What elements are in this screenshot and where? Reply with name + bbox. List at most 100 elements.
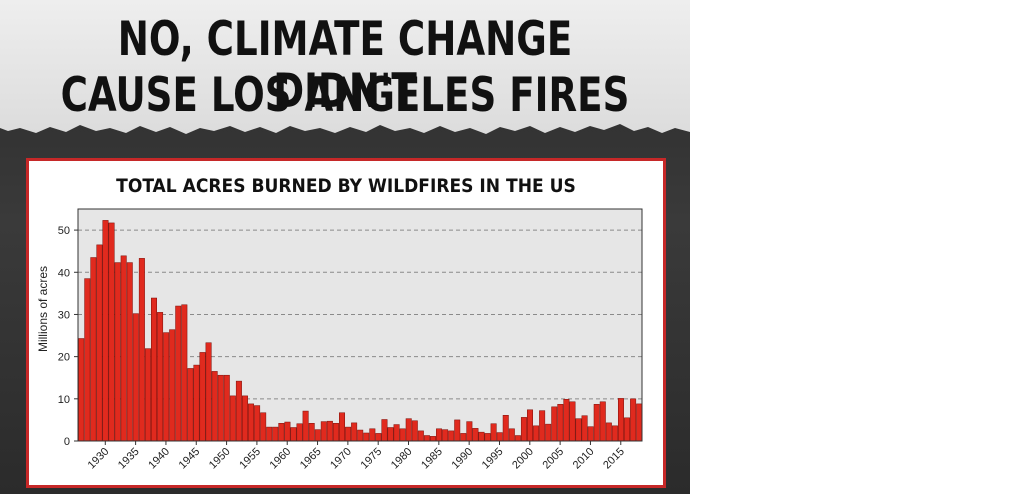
x-tick-label: 2000 bbox=[510, 446, 536, 472]
y-tick-label: 0 bbox=[64, 436, 70, 448]
bar bbox=[605, 422, 612, 442]
bar bbox=[399, 428, 406, 442]
chart-card: TOTAL ACRES BURNED BY WILDFIRES IN THE U… bbox=[26, 158, 666, 488]
bar bbox=[272, 426, 279, 442]
bar bbox=[314, 429, 321, 442]
y-tick-label: 40 bbox=[58, 267, 70, 279]
bar bbox=[296, 423, 303, 442]
bar bbox=[120, 255, 127, 442]
bar bbox=[527, 409, 533, 442]
bar bbox=[102, 220, 109, 442]
y-tick-label: 20 bbox=[58, 352, 70, 364]
x-tick-label: 1935 bbox=[116, 446, 142, 472]
bar bbox=[96, 244, 103, 442]
bar bbox=[520, 417, 527, 442]
bar bbox=[514, 435, 521, 442]
bar bbox=[151, 297, 157, 442]
poster: NO, CLIMATE CHANGE DIDN'T CAUSE LOS ANGE… bbox=[0, 0, 690, 494]
bar bbox=[636, 403, 643, 442]
x-tick-label: 1985 bbox=[419, 446, 445, 472]
bar bbox=[260, 412, 267, 442]
bar bbox=[138, 258, 145, 442]
bar bbox=[217, 374, 224, 442]
headline-line-1: NO, CLIMATE CHANGE DIDN'T bbox=[117, 12, 573, 119]
bar bbox=[114, 262, 121, 442]
bar bbox=[266, 426, 273, 442]
y-axis-label: Millions of acres bbox=[36, 266, 50, 352]
bar bbox=[393, 424, 400, 442]
bar bbox=[108, 222, 115, 442]
x-tick-label: 1975 bbox=[359, 446, 385, 472]
x-tick-label: 1960 bbox=[268, 446, 294, 472]
bar bbox=[357, 429, 364, 442]
bar bbox=[387, 427, 394, 442]
bar bbox=[175, 305, 182, 442]
bar bbox=[575, 418, 582, 442]
bar bbox=[429, 436, 436, 442]
bar bbox=[617, 398, 624, 442]
bar bbox=[569, 401, 576, 442]
bar bbox=[84, 278, 91, 442]
headline-line-2: CAUSE LOS ANGELES FIRES bbox=[60, 68, 630, 123]
bar bbox=[545, 423, 552, 442]
bar bbox=[436, 428, 443, 442]
bar bbox=[339, 412, 345, 442]
x-tick-label: 1950 bbox=[207, 446, 233, 472]
bar bbox=[624, 417, 631, 442]
bar bbox=[126, 262, 133, 442]
bars bbox=[78, 220, 643, 442]
y-tick-labels: 0 10 20 30 40 50 bbox=[58, 225, 70, 448]
bar bbox=[466, 421, 473, 442]
x-tick-label: 1945 bbox=[177, 446, 203, 472]
bar bbox=[193, 364, 200, 442]
bar bbox=[320, 421, 327, 442]
x-tick-label: 2005 bbox=[540, 446, 566, 472]
y-tick-label: 50 bbox=[58, 225, 70, 237]
y-tick-label: 10 bbox=[58, 394, 70, 406]
bar bbox=[484, 433, 491, 442]
bar bbox=[211, 371, 218, 442]
bar bbox=[423, 435, 430, 442]
bar bbox=[363, 432, 370, 442]
bar bbox=[381, 419, 388, 442]
bar bbox=[551, 406, 558, 442]
bar bbox=[163, 332, 170, 442]
bar bbox=[254, 405, 261, 442]
bar bbox=[326, 420, 333, 442]
x-tick-label: 2010 bbox=[571, 446, 597, 472]
bar bbox=[144, 348, 151, 442]
bar bbox=[278, 423, 285, 442]
bar bbox=[241, 395, 248, 442]
bar bbox=[454, 419, 461, 442]
x-tick-label: 1930 bbox=[86, 446, 112, 472]
bar bbox=[235, 380, 242, 442]
bar bbox=[205, 342, 212, 442]
bar bbox=[90, 257, 97, 442]
bar bbox=[181, 304, 188, 442]
torn-paper-banner bbox=[0, 0, 690, 134]
bar bbox=[508, 428, 515, 442]
x-tick-labels: 1930 1935 1940 1945 1950 1955 1960 1965 1970 1975… bbox=[86, 446, 627, 472]
bar bbox=[345, 426, 352, 442]
x-tick-label: 1955 bbox=[237, 446, 263, 472]
bar bbox=[199, 352, 206, 442]
x-tick-label: 1990 bbox=[449, 446, 475, 472]
bar bbox=[187, 368, 194, 442]
x-tick-label: 1965 bbox=[298, 446, 324, 472]
bar bbox=[411, 420, 418, 442]
bar bbox=[448, 430, 455, 442]
bar bbox=[284, 421, 291, 442]
x-tick-label: 2015 bbox=[601, 446, 627, 472]
bar bbox=[490, 423, 497, 442]
bar bbox=[581, 415, 588, 442]
bar bbox=[611, 425, 618, 442]
x-tick-label: 1980 bbox=[389, 446, 415, 472]
plot-frame bbox=[77, 208, 643, 442]
bar bbox=[442, 429, 449, 442]
bar bbox=[417, 430, 424, 442]
bar bbox=[502, 415, 509, 442]
bar bbox=[405, 418, 412, 442]
bar bbox=[557, 404, 564, 442]
bar bbox=[630, 398, 637, 442]
bar bbox=[351, 422, 358, 442]
